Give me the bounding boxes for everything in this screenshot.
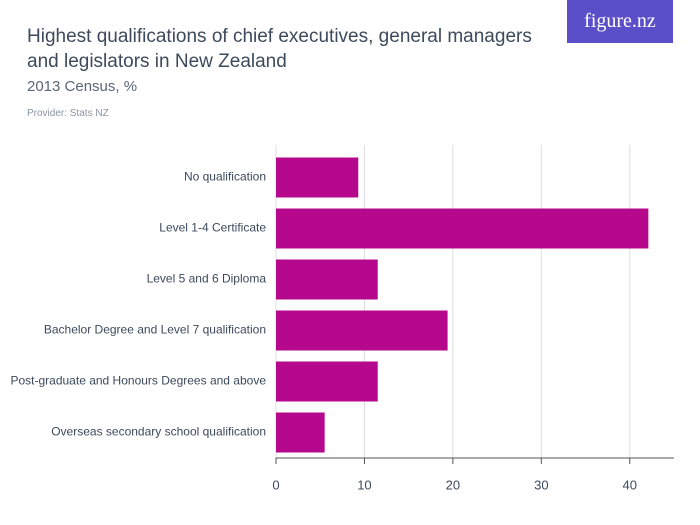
y-tick-label: Level 5 and 6 Diploma — [147, 272, 267, 286]
chart-subtitle: 2013 Census, % — [27, 78, 138, 95]
provider: Provider: Stats NZ — [27, 108, 109, 119]
bar — [276, 361, 378, 402]
bar — [276, 310, 448, 351]
y-tick-label: Overseas secondary school qualification — [51, 425, 266, 439]
y-tick-label: Bachelor Degree and Level 7 qualificatio… — [44, 323, 266, 337]
y-tick-label: Post-graduate and Honours Degrees and ab… — [10, 374, 266, 388]
bar — [276, 259, 378, 300]
y-tick-label: No qualification — [184, 170, 266, 184]
x-tick-label: 10 — [357, 477, 371, 492]
bar — [276, 208, 649, 249]
x-tick-label: 0 — [272, 477, 279, 492]
bar — [276, 157, 359, 198]
chart-title: Highest qualifications of chief executiv… — [27, 26, 532, 72]
x-tick-label: 20 — [446, 477, 460, 492]
x-tick-label: 30 — [534, 477, 548, 492]
y-tick-label: Level 1-4 Certificate — [159, 221, 266, 235]
bar — [276, 412, 325, 453]
logo[interactable]: figure.nz — [567, 0, 673, 43]
x-tick-label: 40 — [623, 477, 637, 492]
